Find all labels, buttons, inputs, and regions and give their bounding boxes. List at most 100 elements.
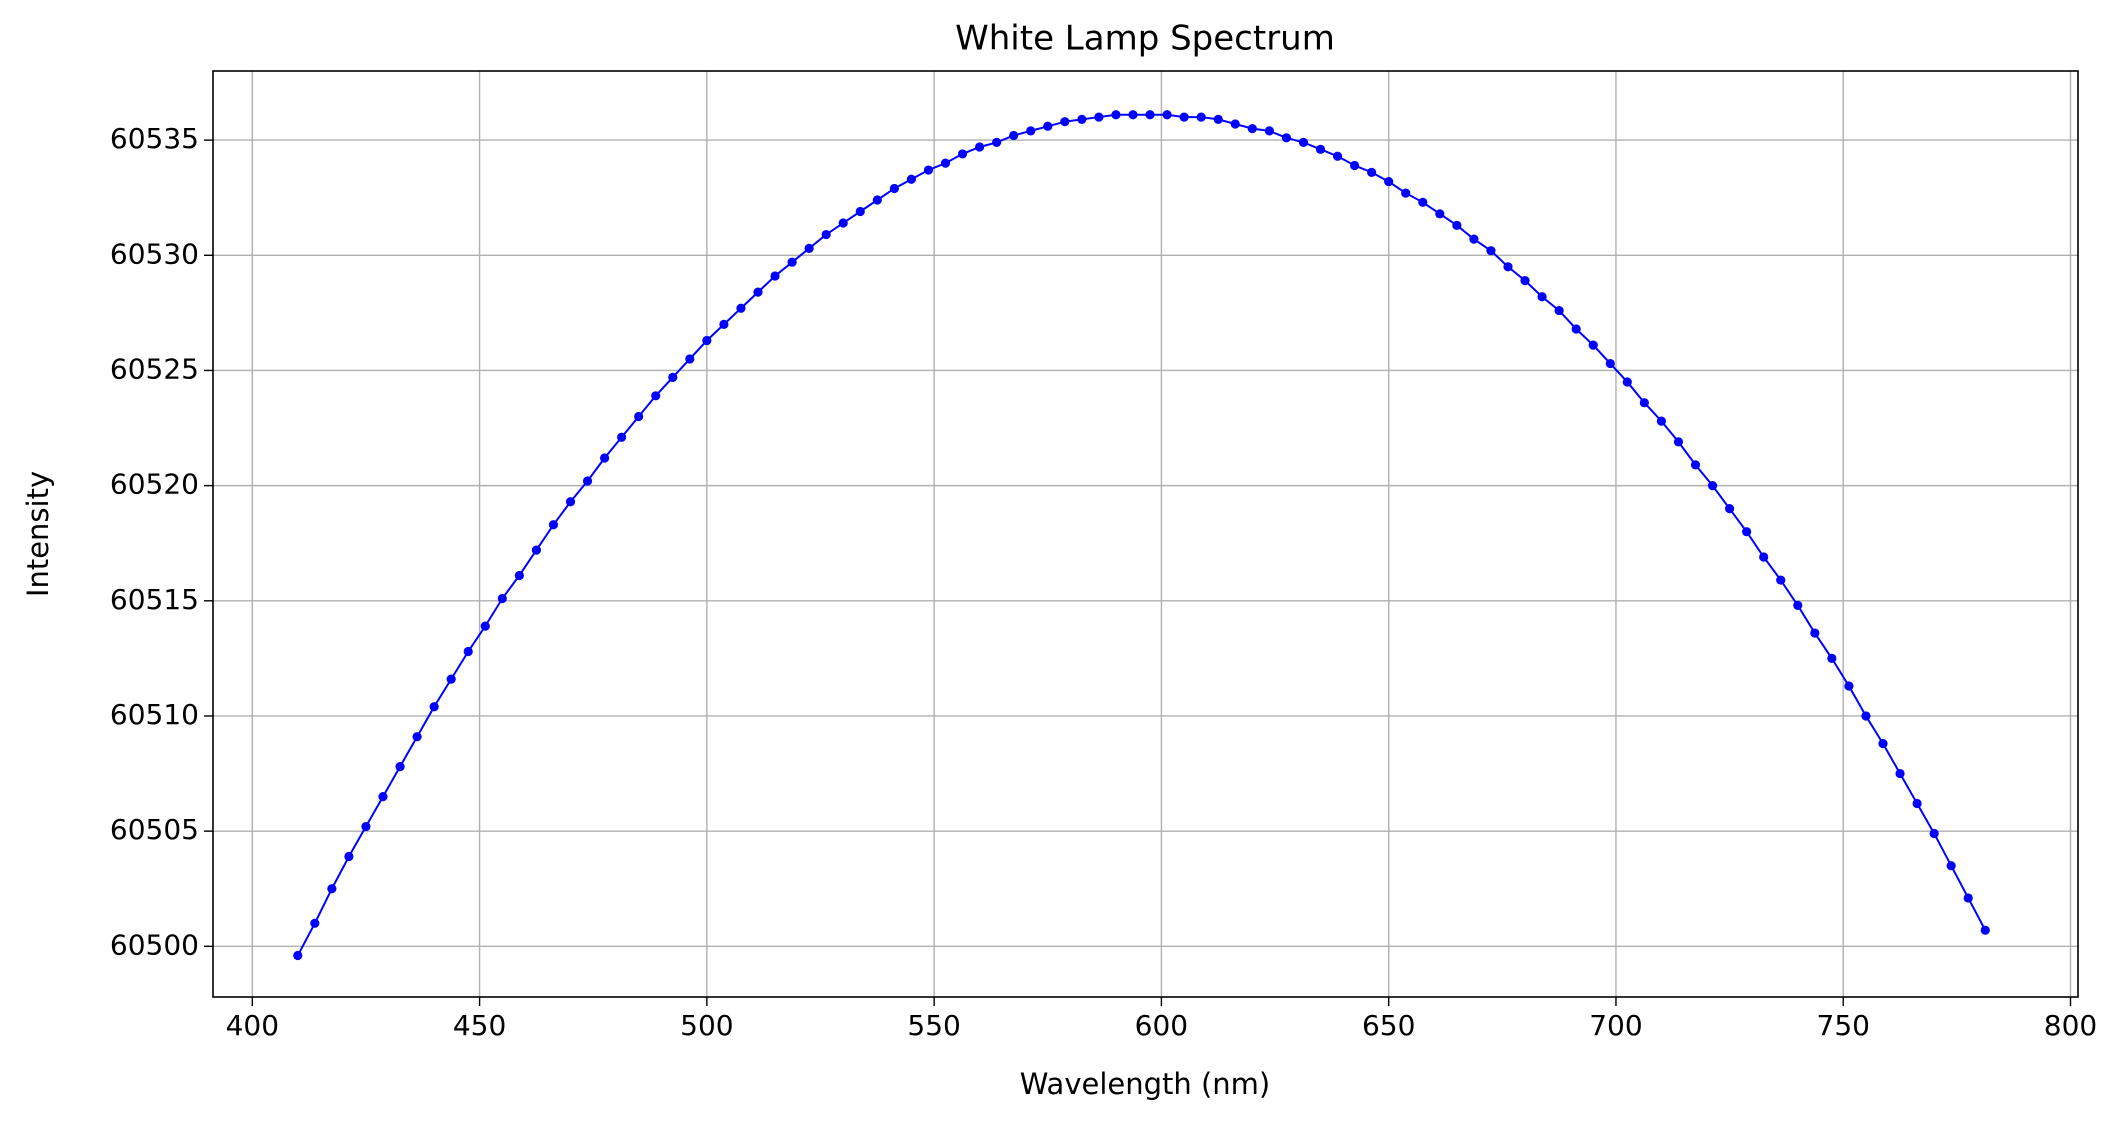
data-point (293, 950, 303, 961)
plot-area (293, 110, 1990, 961)
chart-title: White Lamp Spectrum (955, 19, 1335, 59)
data-point (1349, 160, 1360, 171)
data-point (1537, 292, 1547, 302)
data-point (344, 851, 354, 862)
data-point (1367, 167, 1377, 177)
data-point (1094, 112, 1104, 122)
data-point (1656, 416, 1667, 426)
data-point (327, 884, 337, 894)
data-point (1588, 340, 1598, 350)
y-tick-label: 60515 (110, 583, 199, 616)
data-point (1878, 739, 1888, 749)
x-tick-label: 750 (1817, 1009, 1870, 1042)
data-point (1315, 144, 1326, 154)
data-point (1520, 276, 1530, 286)
data-point (1247, 123, 1257, 134)
data-point (1759, 552, 1769, 562)
data-point (1196, 112, 1206, 122)
data-point (1298, 137, 1309, 148)
axes: 400 450 500 550 600 650 700 750 800 60500 60505 605… (110, 122, 2097, 1042)
data-point (1043, 121, 1053, 131)
data-point (1026, 126, 1036, 136)
data-point (668, 372, 678, 382)
data-point (1486, 246, 1496, 256)
data-point (1912, 798, 1922, 809)
data-point (770, 271, 780, 281)
data-point (855, 206, 865, 217)
data-point (1009, 130, 1019, 141)
data-point (1060, 117, 1070, 127)
data-point (412, 732, 422, 742)
x-tick-label: 400 (226, 1009, 279, 1042)
data-point (1605, 358, 1615, 369)
data-point (1946, 861, 1956, 871)
data-point (1844, 681, 1854, 691)
data-point (565, 497, 576, 507)
y-tick-label: 60525 (110, 352, 199, 385)
data-point (872, 195, 882, 205)
data-point (1128, 110, 1138, 120)
data-point (1077, 114, 1087, 124)
data-point (1673, 437, 1684, 447)
data-point (1264, 126, 1274, 136)
x-tick-label: 650 (1362, 1009, 1415, 1042)
data-point (1895, 768, 1905, 779)
data-point (992, 137, 1002, 148)
data-point (1690, 460, 1701, 470)
data-point (1230, 119, 1240, 129)
y-tick-label: 60500 (110, 928, 199, 961)
y-axis-label: Intensity (21, 471, 55, 597)
data-point (685, 354, 695, 364)
data-point (1571, 324, 1581, 334)
data-point (1111, 110, 1121, 120)
data-point (634, 411, 644, 422)
data-point (753, 287, 763, 297)
data-point (514, 570, 524, 581)
data-point (1503, 262, 1513, 272)
x-tick-label: 450 (453, 1009, 506, 1042)
data-point (1707, 481, 1718, 491)
y-tick-label: 60505 (110, 813, 199, 846)
data-point (1332, 151, 1343, 161)
series-line (296, 113, 1987, 957)
axes-frame (212, 70, 2079, 998)
data-point (531, 545, 542, 555)
data-point (974, 142, 985, 152)
data-point (1384, 176, 1394, 187)
data-point (940, 158, 951, 168)
data-point (446, 674, 456, 684)
data-point (1827, 653, 1837, 663)
data-point (1401, 188, 1411, 198)
data-point (1861, 711, 1871, 721)
data-point (719, 319, 729, 329)
x-tick-label: 800 (2044, 1009, 2097, 1042)
data-point (1213, 114, 1223, 124)
data-point (1435, 209, 1445, 219)
data-point (923, 165, 934, 175)
data-point (651, 391, 661, 401)
data-point (395, 762, 405, 772)
data-point (617, 432, 627, 442)
data-point (1554, 305, 1564, 316)
data-point (702, 335, 712, 346)
data-point (1810, 628, 1820, 638)
data-point (480, 621, 490, 631)
data-point (1452, 220, 1462, 230)
x-tick-label: 500 (680, 1009, 733, 1042)
x-tick-label: 600 (1135, 1009, 1188, 1042)
data-point (1980, 925, 1990, 935)
data-point (1929, 828, 1939, 839)
data-point (1469, 234, 1479, 244)
data-point (378, 791, 388, 802)
data-point (1639, 398, 1649, 408)
x-tick-label: 550 (907, 1009, 960, 1042)
data-point (1622, 377, 1632, 387)
y-tick-label: 60520 (110, 468, 199, 501)
data-point (1179, 112, 1189, 122)
data-point (957, 149, 968, 159)
y-tick-label: 60510 (110, 698, 199, 731)
data-point (1162, 110, 1172, 120)
x-axis-label: Wavelength (nm) (1020, 1067, 1271, 1101)
